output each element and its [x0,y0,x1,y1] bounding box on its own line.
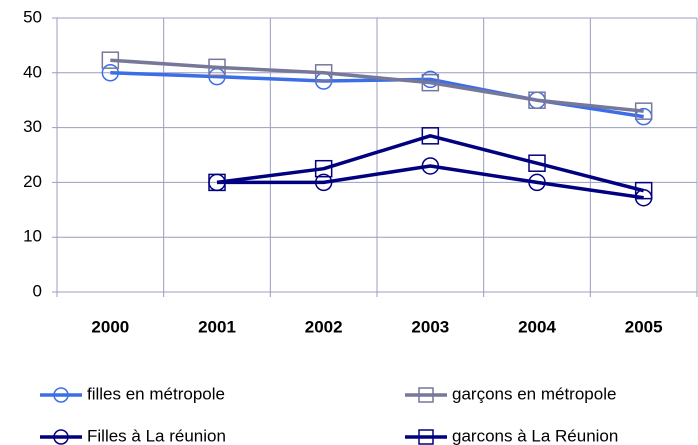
y-tick-label: 0 [33,281,42,300]
point [314,64,333,82]
x-tick-label: 2005 [625,317,663,336]
legend-label: filles en métropole [87,384,225,403]
point [634,181,653,200]
point [528,173,546,192]
series-line [217,164,644,200]
y-tick-label: 30 [23,117,42,136]
point [528,154,546,172]
x-tick-label: 2001 [198,317,236,336]
y-tick-label: 40 [23,62,42,81]
point [101,51,120,69]
x-tick-label: 2003 [411,317,449,336]
point [528,91,546,109]
legend-label: garçons en métropole [452,384,616,403]
point [208,58,226,77]
point [421,73,440,92]
x-tick-label: 2004 [518,317,556,336]
series-line [216,134,645,193]
point [101,64,120,82]
y-tick-label: 20 [23,172,42,191]
legend-marker [53,429,69,445]
point [421,157,440,175]
legend-marker [418,387,434,403]
legend-label: Filles à La réunion [87,426,226,445]
legend-marker [53,387,69,403]
point [634,102,653,120]
series-line [110,58,644,113]
point [208,173,226,192]
legend-marker [418,429,434,445]
x-tick-label: 2000 [91,317,129,336]
x-tick-label: 2002 [305,317,343,336]
legend-label: garcons à La Réunion [452,426,618,445]
y-tick-label: 10 [23,227,42,246]
point [421,127,440,145]
point [314,173,333,192]
y-tick-label: 50 [23,7,42,26]
point [314,159,333,178]
